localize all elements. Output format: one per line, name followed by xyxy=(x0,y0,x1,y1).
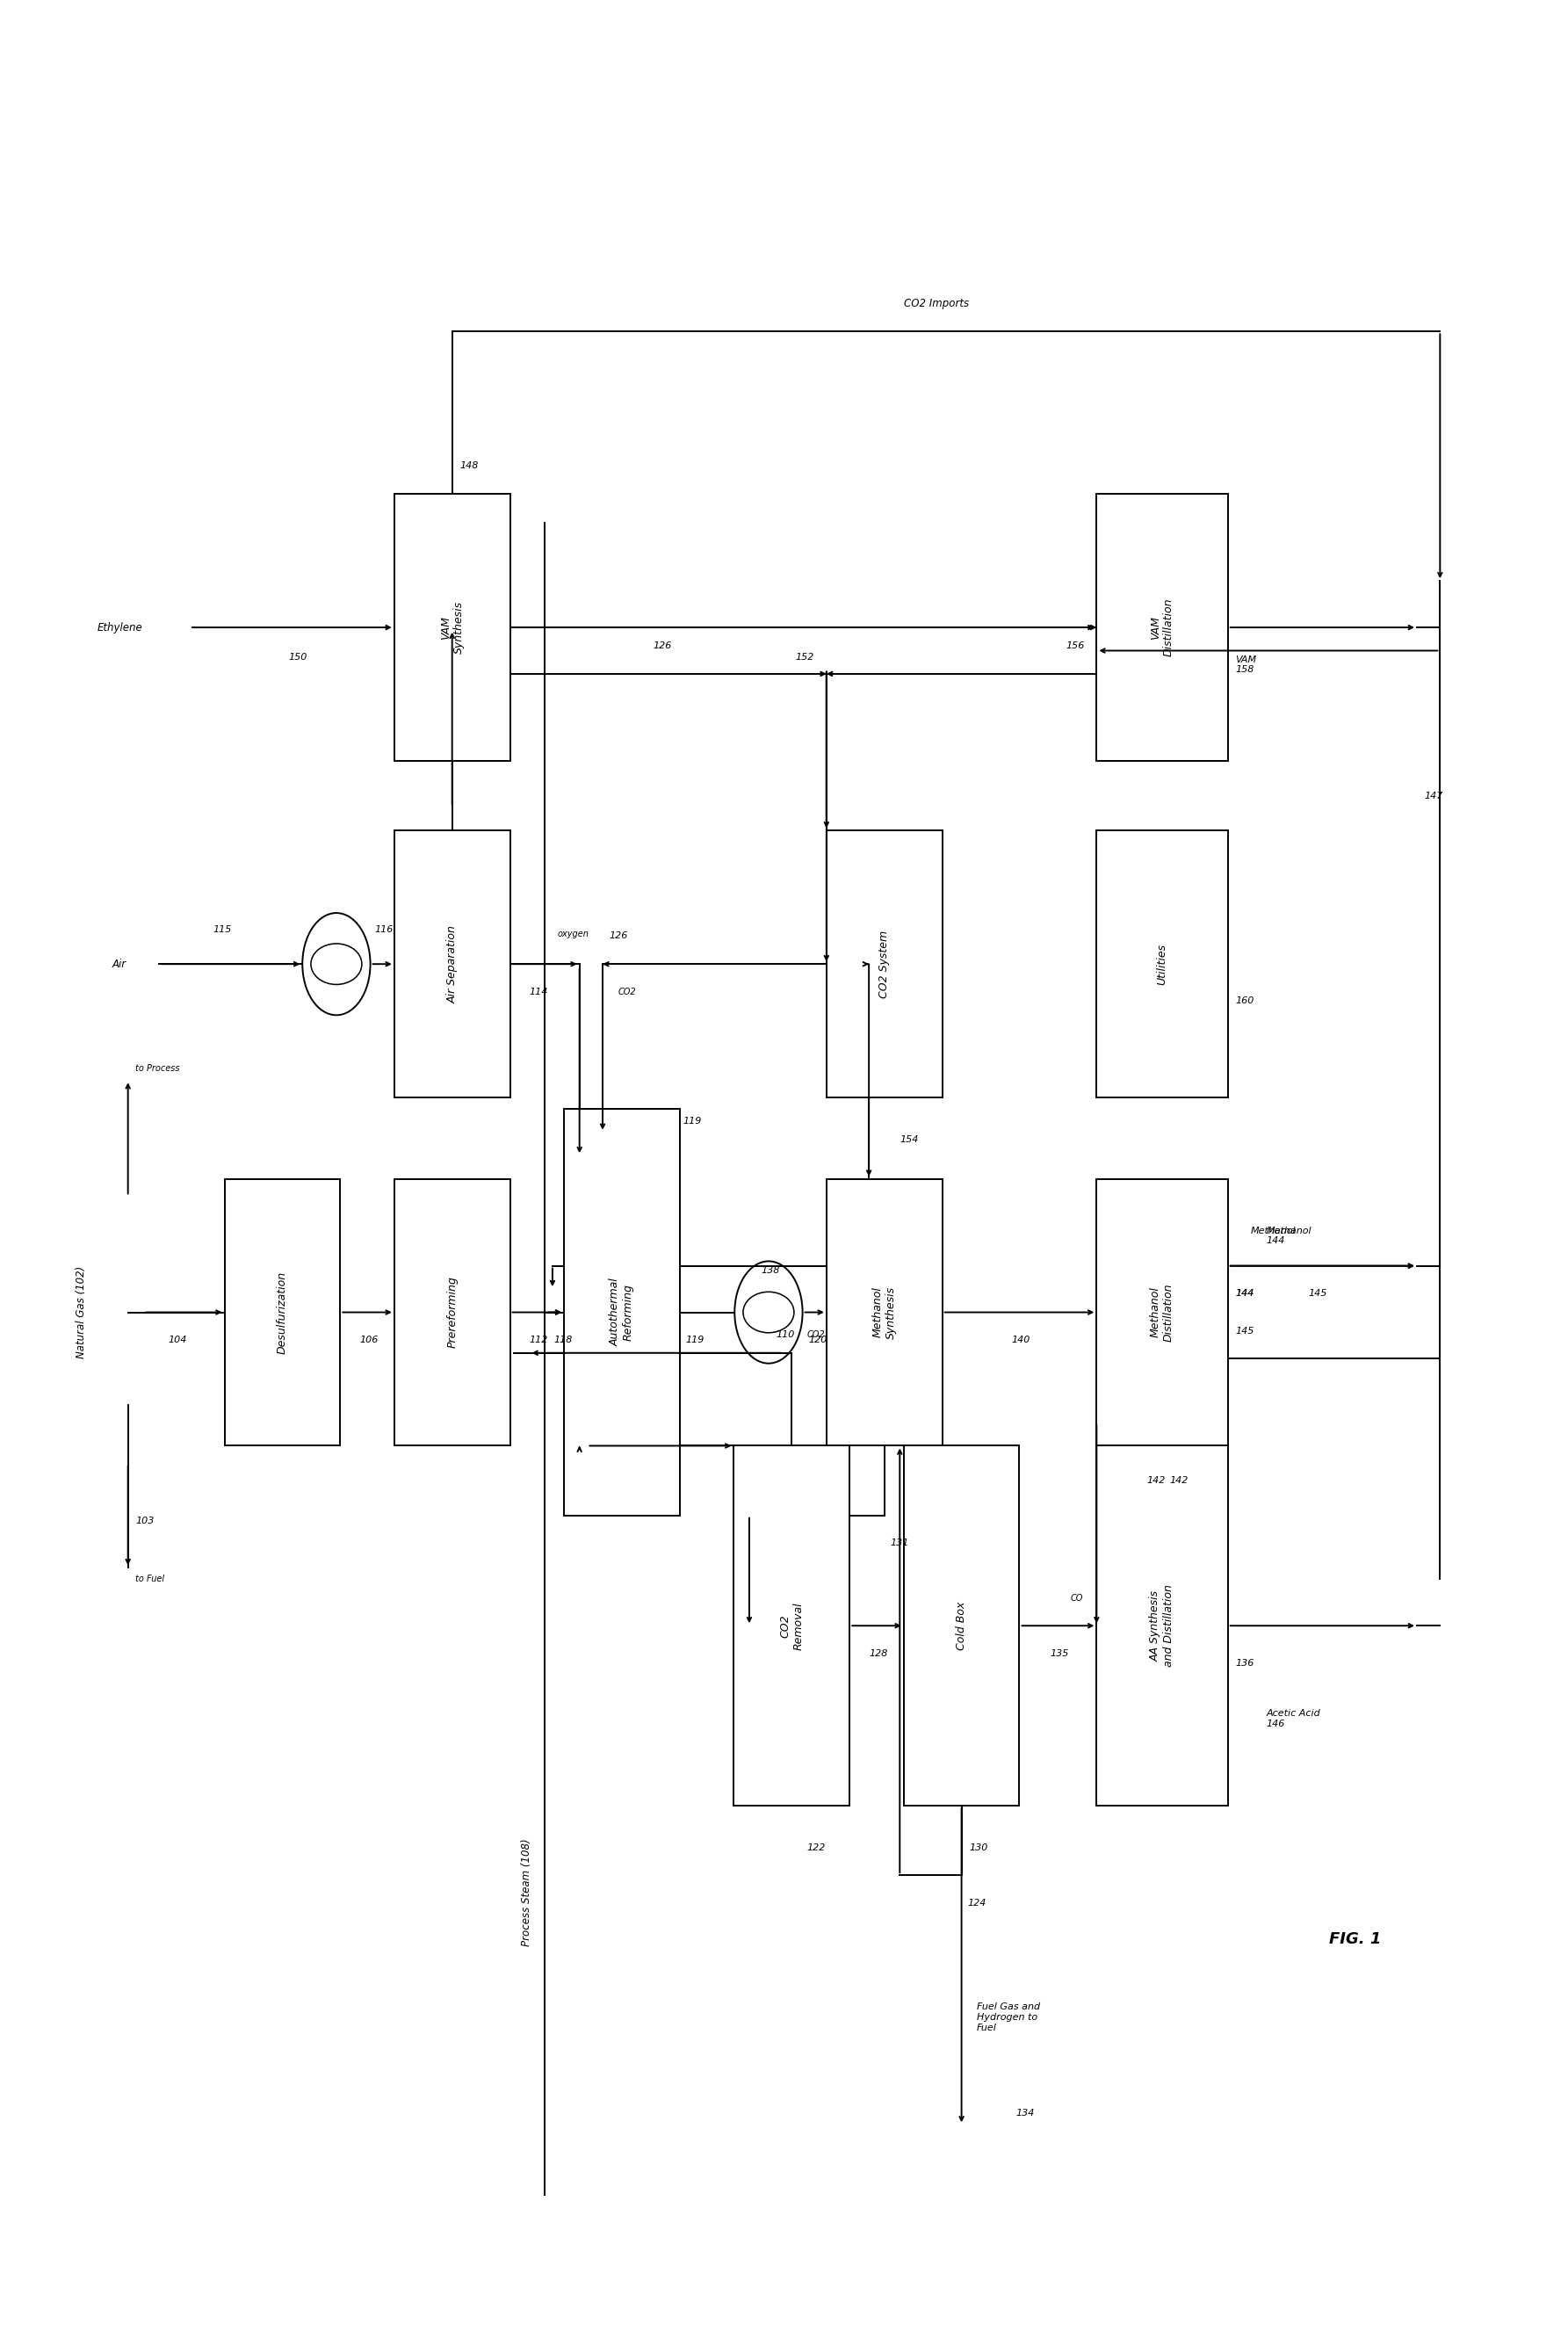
Bar xyxy=(394,1178,510,1445)
Text: 116: 116 xyxy=(375,924,394,934)
Text: 130: 130 xyxy=(969,1844,988,1851)
Text: 131: 131 xyxy=(891,1539,909,1548)
Text: Utilities: Utilities xyxy=(1157,943,1168,985)
Text: Methanol
Synthesis: Methanol Synthesis xyxy=(872,1286,897,1340)
Bar xyxy=(903,1445,1019,1806)
Text: FIG. 1: FIG. 1 xyxy=(1330,1931,1381,1947)
Text: CO2 System: CO2 System xyxy=(878,929,891,997)
Bar xyxy=(826,830,942,1098)
Text: 128: 128 xyxy=(869,1649,887,1659)
Text: 144: 144 xyxy=(1236,1290,1254,1297)
Bar xyxy=(1096,830,1228,1098)
Bar xyxy=(1096,1178,1228,1445)
Text: CO: CO xyxy=(1071,1593,1083,1602)
Text: 118: 118 xyxy=(554,1335,572,1344)
Text: 114: 114 xyxy=(530,988,549,997)
Text: 160: 160 xyxy=(1236,997,1254,1006)
Text: 119: 119 xyxy=(685,1335,704,1344)
Text: 147: 147 xyxy=(1425,791,1444,800)
Text: VAM
158: VAM 158 xyxy=(1236,655,1256,673)
Text: 136: 136 xyxy=(1236,1659,1254,1668)
Text: Desulfurization: Desulfurization xyxy=(276,1272,289,1354)
Text: 126: 126 xyxy=(608,931,627,941)
Text: 124: 124 xyxy=(967,1898,986,1907)
Text: Air Separation: Air Separation xyxy=(447,924,458,1004)
Text: VAM
Synthesis: VAM Synthesis xyxy=(441,601,464,655)
Text: Air: Air xyxy=(113,960,127,969)
Text: Methanol
144: Methanol 144 xyxy=(1267,1227,1312,1246)
Bar xyxy=(564,1110,681,1516)
Bar xyxy=(1096,495,1228,760)
Text: oxygen: oxygen xyxy=(557,929,588,938)
Text: Autothermal
Reforming: Autothermal Reforming xyxy=(610,1279,633,1347)
Text: AA Synthesis
and Distillation: AA Synthesis and Distillation xyxy=(1149,1584,1174,1668)
Text: 134: 134 xyxy=(1016,2109,1035,2118)
Bar xyxy=(1096,1445,1228,1806)
Text: Process Steam (108): Process Steam (108) xyxy=(521,1839,533,1947)
Text: 142: 142 xyxy=(1170,1476,1189,1485)
Text: 140: 140 xyxy=(1011,1335,1030,1344)
Text: Cold Box: Cold Box xyxy=(956,1602,967,1649)
Text: 145: 145 xyxy=(1236,1325,1254,1335)
Text: VAM
Distillation: VAM Distillation xyxy=(1149,598,1174,657)
Text: CO2
Removal: CO2 Removal xyxy=(779,1602,804,1649)
Text: Natural Gas (102): Natural Gas (102) xyxy=(75,1267,88,1358)
Text: 120: 120 xyxy=(809,1335,828,1344)
Text: 135: 135 xyxy=(1051,1649,1069,1659)
Text: 104: 104 xyxy=(168,1335,187,1344)
Text: Fuel Gas and
Hydrogen to
Fuel: Fuel Gas and Hydrogen to Fuel xyxy=(977,2003,1040,2032)
Text: 145: 145 xyxy=(1308,1290,1327,1297)
Text: Ethylene: Ethylene xyxy=(97,622,143,633)
Text: 103: 103 xyxy=(136,1518,155,1525)
Text: to Process: to Process xyxy=(136,1065,180,1072)
Text: 119: 119 xyxy=(684,1117,701,1126)
Text: CO2 Imports: CO2 Imports xyxy=(903,298,969,310)
Text: 110: 110 xyxy=(776,1330,795,1340)
Text: to Fuel: to Fuel xyxy=(136,1574,165,1584)
Text: 156: 156 xyxy=(1066,640,1085,650)
Text: 148: 148 xyxy=(459,462,478,472)
Text: 150: 150 xyxy=(289,652,307,662)
Bar xyxy=(826,1178,942,1445)
Bar xyxy=(224,1178,340,1445)
Text: 106: 106 xyxy=(359,1335,378,1344)
Text: 152: 152 xyxy=(795,652,814,662)
Text: Acetic Acid
146: Acetic Acid 146 xyxy=(1267,1710,1320,1729)
Bar xyxy=(394,495,510,760)
Text: Prereforming: Prereforming xyxy=(447,1276,458,1349)
Text: Methanol: Methanol xyxy=(1251,1227,1297,1236)
Text: Methanol
Distillation: Methanol Distillation xyxy=(1149,1283,1174,1342)
Text: 154: 154 xyxy=(900,1135,919,1145)
Text: 122: 122 xyxy=(808,1844,826,1851)
Text: 142: 142 xyxy=(1146,1476,1165,1485)
Text: 144: 144 xyxy=(1236,1290,1254,1297)
Text: 115: 115 xyxy=(213,924,232,934)
Text: CO2: CO2 xyxy=(618,988,637,997)
Text: 126: 126 xyxy=(652,640,671,650)
Text: 112: 112 xyxy=(530,1335,549,1344)
Bar xyxy=(394,830,510,1098)
Text: CO2: CO2 xyxy=(808,1330,825,1340)
Text: 138: 138 xyxy=(760,1267,779,1274)
Bar xyxy=(734,1445,850,1806)
